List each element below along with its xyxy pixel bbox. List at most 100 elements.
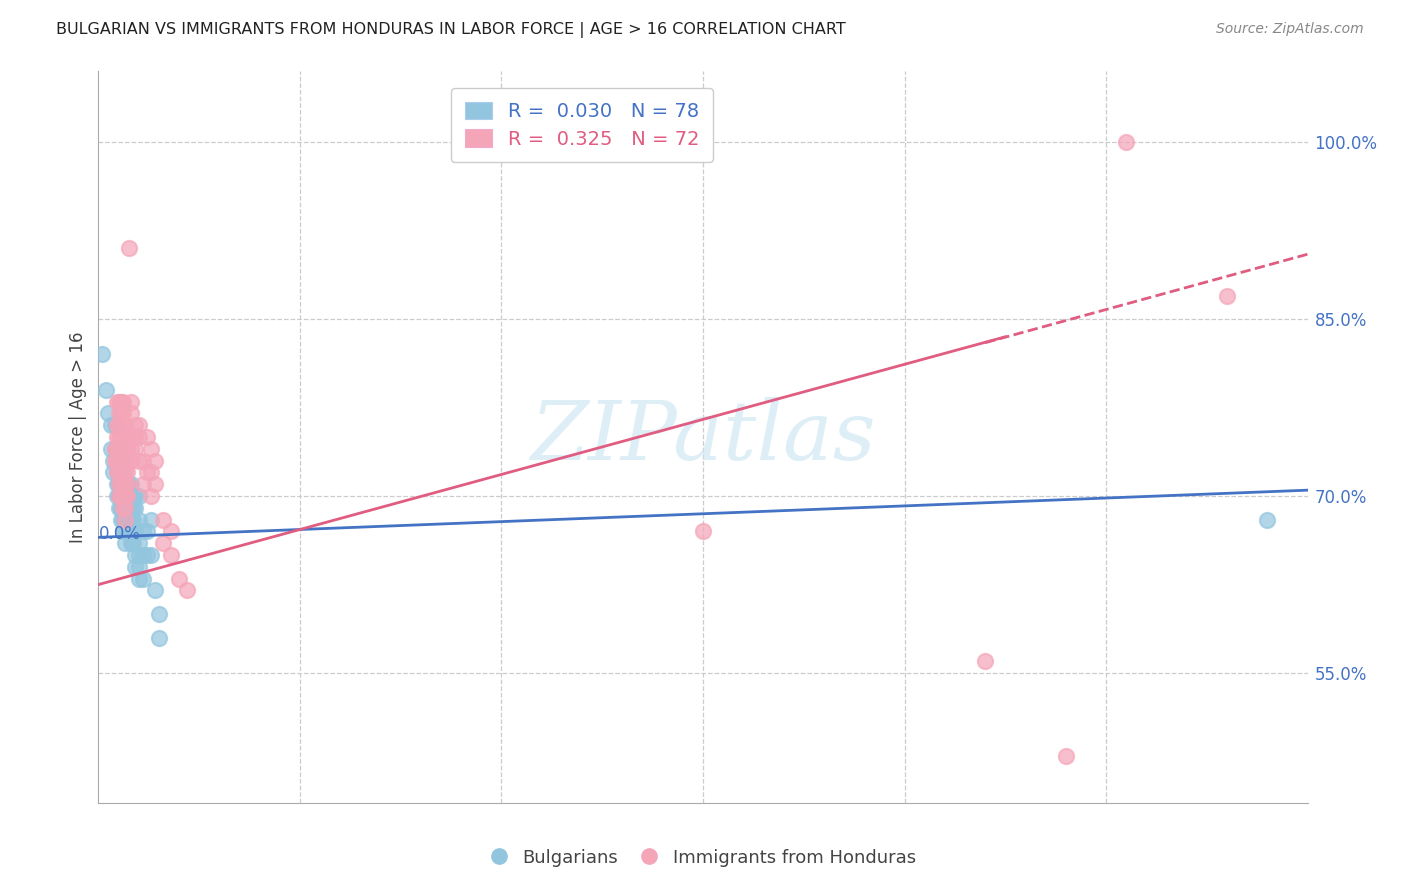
Point — [120, 500, 142, 515]
Point — [107, 442, 129, 456]
Point — [110, 513, 132, 527]
Text: ZIPatlas: ZIPatlas — [530, 397, 876, 477]
Point — [152, 513, 174, 527]
Point — [1054, 748, 1077, 763]
Point — [115, 513, 138, 527]
Point — [114, 453, 136, 467]
Point — [103, 418, 125, 433]
Point — [128, 430, 150, 444]
Point — [120, 513, 142, 527]
Point — [107, 500, 129, 515]
Text: Source: ZipAtlas.com: Source: ZipAtlas.com — [1216, 22, 1364, 37]
Point — [110, 466, 132, 480]
Point — [118, 489, 141, 503]
Point — [105, 442, 128, 456]
Y-axis label: In Labor Force | Age > 16: In Labor Force | Age > 16 — [69, 331, 87, 543]
Point — [120, 394, 142, 409]
Point — [120, 536, 142, 550]
Point — [96, 383, 118, 397]
Point — [124, 500, 146, 515]
Point — [103, 442, 125, 456]
Point — [110, 489, 132, 503]
Point — [124, 430, 146, 444]
Point — [132, 477, 155, 491]
Point — [115, 524, 138, 539]
Point — [91, 347, 114, 361]
Point — [124, 489, 146, 503]
Point — [139, 548, 162, 562]
Point — [124, 524, 146, 539]
Point — [110, 500, 132, 515]
Point — [128, 548, 150, 562]
Point — [107, 407, 129, 421]
Point — [114, 442, 136, 456]
Point — [107, 418, 129, 433]
Point — [114, 489, 136, 503]
Point — [121, 536, 143, 550]
Point — [111, 477, 134, 491]
Point — [120, 430, 142, 444]
Point — [115, 477, 138, 491]
Point — [110, 453, 132, 467]
Point — [114, 430, 136, 444]
Point — [139, 513, 162, 527]
Point — [124, 418, 146, 433]
Point — [107, 442, 129, 456]
Point — [107, 477, 129, 491]
Point — [100, 442, 122, 456]
Point — [114, 513, 136, 527]
Point — [107, 489, 129, 503]
Point — [105, 466, 128, 480]
Point — [110, 430, 132, 444]
Point — [111, 477, 134, 491]
Point — [128, 418, 150, 433]
Point — [148, 631, 170, 645]
Point — [110, 466, 132, 480]
Point — [111, 394, 134, 409]
Point — [118, 513, 141, 527]
Point — [128, 489, 150, 503]
Point — [135, 524, 157, 539]
Point — [135, 466, 157, 480]
Point — [128, 453, 150, 467]
Point — [110, 442, 132, 456]
Point — [111, 407, 134, 421]
Point — [105, 430, 128, 444]
Point — [176, 583, 198, 598]
Point — [120, 477, 142, 491]
Point — [107, 394, 129, 409]
Point — [110, 477, 132, 491]
Point — [100, 418, 122, 433]
Point — [121, 500, 143, 515]
Point — [114, 513, 136, 527]
Point — [115, 430, 138, 444]
Point — [110, 418, 132, 433]
Point — [114, 500, 136, 515]
Point — [120, 407, 142, 421]
Point — [118, 241, 141, 255]
Point — [105, 453, 128, 467]
Point — [135, 548, 157, 562]
Point — [107, 489, 129, 503]
Point — [107, 430, 129, 444]
Point — [114, 500, 136, 515]
Point — [103, 453, 125, 467]
Point — [111, 453, 134, 467]
Point — [110, 489, 132, 503]
Text: 0.0%: 0.0% — [98, 524, 141, 543]
Point — [124, 442, 146, 456]
Point — [111, 513, 134, 527]
Point — [139, 466, 162, 480]
Point — [115, 442, 138, 456]
Point — [105, 394, 128, 409]
Point — [118, 477, 141, 491]
Point — [120, 524, 142, 539]
Point — [111, 418, 134, 433]
Point — [1115, 135, 1137, 149]
Point — [121, 524, 143, 539]
Point — [128, 536, 150, 550]
Point — [107, 466, 129, 480]
Point — [105, 489, 128, 503]
Point — [115, 489, 138, 503]
Point — [143, 583, 166, 598]
